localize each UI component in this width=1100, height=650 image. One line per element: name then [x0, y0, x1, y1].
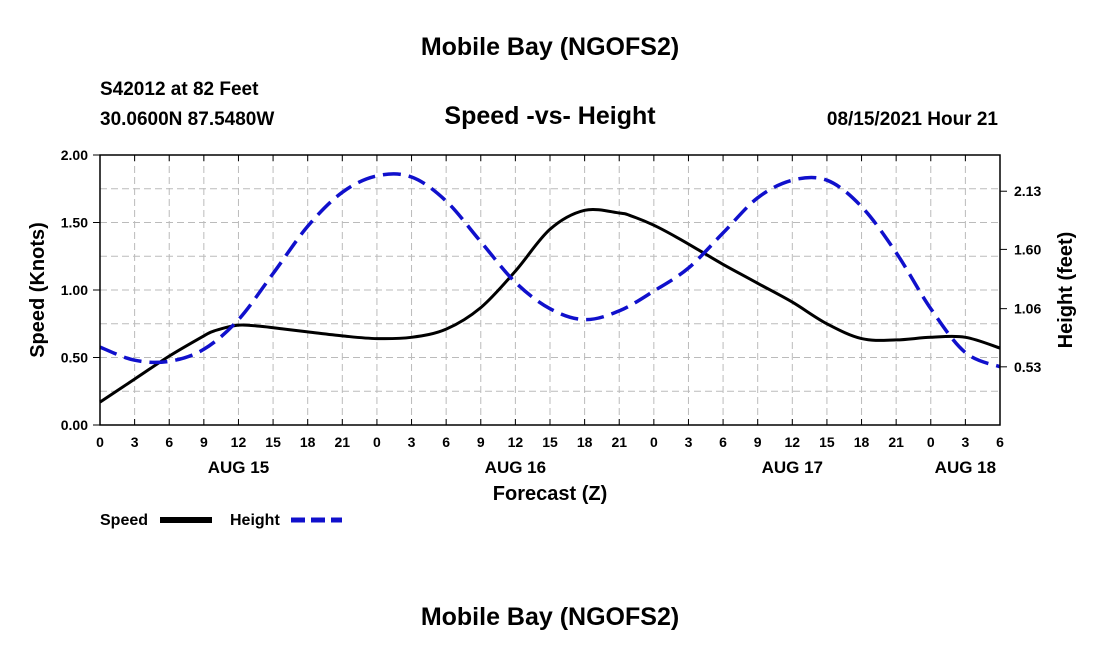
x-tick-label: 21 [888, 434, 904, 450]
x-tick-label: 3 [961, 434, 969, 450]
chart-subtitle: Speed -vs- Height [444, 102, 656, 130]
x-tick-label: 15 [819, 434, 835, 450]
y2-tick-label: 0.53 [1014, 359, 1041, 375]
x-axis-title: Forecast (Z) [493, 483, 607, 505]
y-tick-label: 1.50 [61, 215, 88, 231]
y-tick-label: 2.00 [61, 147, 88, 163]
x-tick-label: 9 [200, 434, 208, 450]
grid-lines [100, 155, 1000, 425]
x-tick-label: 3 [685, 434, 693, 450]
station-coordinates: 30.0600N 87.5480W [100, 109, 274, 130]
y-axis-title: Speed (Knots) [27, 222, 49, 358]
x-tick-label: 18 [577, 434, 593, 450]
x-tick-label: 21 [611, 434, 627, 450]
x-day-label: AUG 15 [208, 458, 269, 477]
x-tick-label: 9 [754, 434, 762, 450]
x-tick-label: 3 [131, 434, 139, 450]
y2-tick-label: 1.60 [1014, 241, 1041, 257]
x-day-label: AUG 16 [485, 458, 546, 477]
x-tick-label: 15 [542, 434, 558, 450]
y2-tick-label: 1.06 [1014, 301, 1041, 317]
x-tick-label: 21 [335, 434, 351, 450]
series-lines [99, 172, 1001, 404]
x-tick-label: 9 [477, 434, 485, 450]
x-tick-label: 15 [265, 434, 281, 450]
y-tick-label: 0.00 [61, 417, 88, 433]
x-tick-label: 0 [650, 434, 658, 450]
x-tick-label: 0 [96, 434, 104, 450]
x-tick-label: 6 [442, 434, 450, 450]
page-title: Mobile Bay (NGOFS2) [421, 33, 679, 61]
speed-series-line [99, 207, 1001, 404]
legend: Speed Height [100, 512, 342, 529]
y-tick-label: 0.50 [61, 350, 88, 366]
x-tick-label: 12 [785, 434, 801, 450]
x-tick-label: 6 [996, 434, 1004, 450]
x-tick-label: 6 [165, 434, 173, 450]
x-tick-label: 12 [231, 434, 247, 450]
y2-tick-label: 2.13 [1014, 183, 1041, 199]
y-tick-label: 1.00 [61, 282, 88, 298]
forecast-timestamp: 08/15/2021 Hour 21 [827, 109, 999, 130]
axis-ticks: 0 3 6 9 12 15 18 21 0 3 6 9 12 15 18 21 0 3 6 9 12 15 18 21 0 3 6A… [61, 147, 1042, 477]
x-tick-label: 3 [408, 434, 416, 450]
x-tick-label: 6 [719, 434, 727, 450]
x-tick-label: 18 [854, 434, 870, 450]
x-tick-label: 0 [927, 434, 935, 450]
y2-axis-title: Height (feet) [1055, 232, 1077, 349]
footer-title: Mobile Bay (NGOFS2) [421, 603, 679, 631]
x-tick-label: 12 [508, 434, 524, 450]
x-day-label: AUG 17 [762, 458, 823, 477]
x-day-label: AUG 18 [935, 458, 996, 477]
legend-speed-label: Speed [100, 512, 148, 529]
height-series-line [99, 172, 1001, 369]
x-tick-label: 0 [373, 434, 381, 450]
x-tick-label: 18 [300, 434, 316, 450]
legend-height-label: Height [230, 512, 280, 529]
station-label: S42012 at 82 Feet [100, 79, 259, 100]
